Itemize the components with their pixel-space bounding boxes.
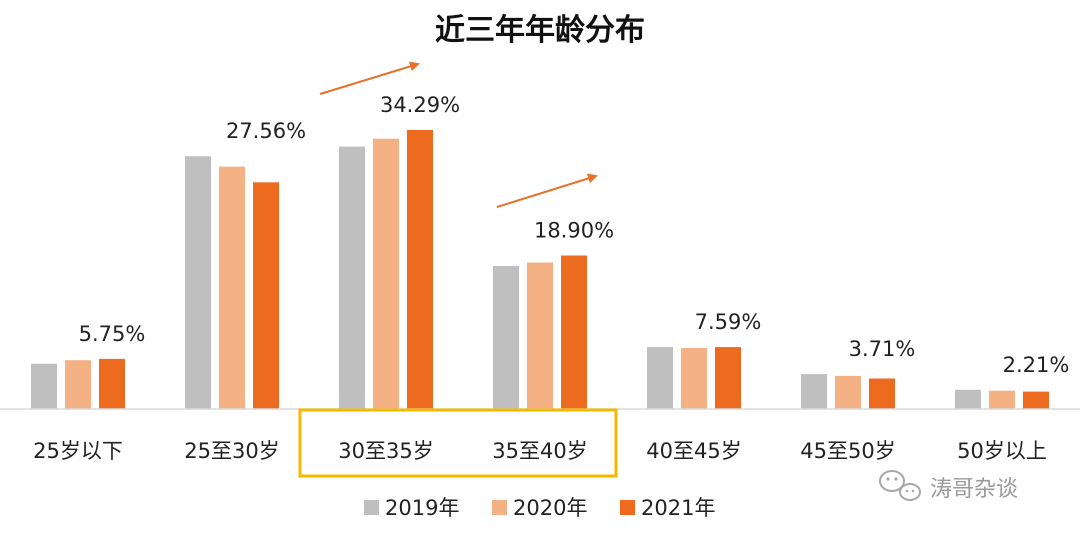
bar-6-series-3 (869, 378, 895, 409)
bar-5-series-2 (681, 348, 707, 409)
bar-3-series-2 (373, 138, 399, 409)
data-label-5: 7.59% (695, 310, 762, 334)
wechat-icon (879, 470, 921, 501)
watermark-text: 涛哥杂谈 (930, 477, 1018, 502)
data-label-1: 5.75% (79, 322, 146, 346)
bar-2-series-3 (253, 182, 279, 409)
bar-1-series-2 (65, 360, 91, 409)
legend-label-3: 2021年 (641, 496, 715, 520)
bar-2-series-2 (219, 166, 245, 409)
trend-arrow-2 (496, 173, 598, 208)
category-label-3: 30至35岁 (338, 439, 433, 463)
bar-3-series-1 (339, 146, 365, 409)
legend: 2019年 2020年 2021年 (364, 496, 715, 520)
bar-1-series-1 (31, 363, 57, 409)
watermark: 涛哥杂谈 (879, 470, 1018, 502)
category-label-2: 25至30岁 (184, 439, 279, 463)
data-label-7: 2.21% (1003, 353, 1070, 377)
category-labels-group: 25岁以下 25至30岁 30至35岁 35至40岁 40至45岁 45至50岁 50岁以上 (33, 439, 1047, 463)
bar-7-series-2 (989, 390, 1015, 409)
chart-title: 近三年年龄分布 (435, 13, 645, 48)
bar-4-series-1 (493, 266, 519, 409)
bar-1-series-3 (99, 358, 125, 409)
legend-label-1: 2019年 (385, 496, 459, 520)
legend-swatch-1 (364, 500, 379, 515)
bar-7-series-1 (955, 389, 981, 409)
bar-7-series-3 (1023, 391, 1049, 409)
highlight-box (298, 408, 618, 478)
bar-2-series-1 (185, 156, 211, 409)
category-label-6: 45至50岁 (800, 439, 895, 463)
legend-swatch-3 (620, 500, 635, 515)
legend-label-2: 2020年 (513, 496, 587, 520)
data-labels-group: 5.75% 27.56% 34.29% 18.90% 7.59% 3.71% 2.21% (79, 93, 1070, 377)
data-label-6: 3.71% (849, 337, 916, 361)
category-label-7: 50岁以上 (957, 439, 1047, 463)
bar-6-series-1 (801, 374, 827, 409)
data-label-3: 34.29% (380, 93, 460, 117)
category-label-4: 35至40岁 (492, 439, 587, 463)
bar-5-series-3 (715, 347, 741, 409)
bar-6-series-2 (835, 375, 861, 409)
category-label-5: 40至45岁 (646, 439, 741, 463)
category-label-1: 25岁以下 (33, 439, 123, 463)
bar-4-series-3 (561, 255, 587, 409)
bar-3-series-3 (407, 130, 433, 409)
trend-arrow-1 (319, 61, 420, 95)
legend-swatch-2 (492, 500, 507, 515)
bars-group (31, 130, 1049, 409)
bar-5-series-1 (647, 347, 673, 409)
data-label-4: 18.90% (534, 219, 614, 243)
data-label-2: 27.56% (226, 119, 306, 143)
bar-4-series-2 (527, 262, 553, 409)
